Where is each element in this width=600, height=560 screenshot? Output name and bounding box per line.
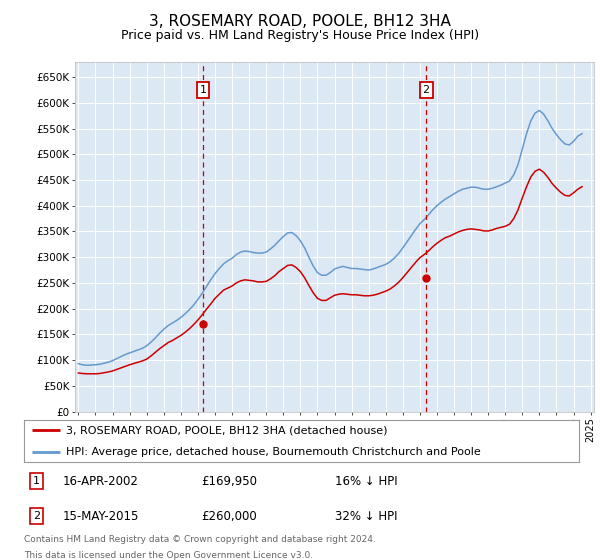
Text: Price paid vs. HM Land Registry's House Price Index (HPI): Price paid vs. HM Land Registry's House … (121, 29, 479, 42)
Text: This data is licensed under the Open Government Licence v3.0.: This data is licensed under the Open Gov… (24, 551, 313, 560)
Text: £260,000: £260,000 (202, 510, 257, 523)
Text: 1: 1 (199, 85, 206, 95)
Text: HPI: Average price, detached house, Bournemouth Christchurch and Poole: HPI: Average price, detached house, Bour… (65, 447, 481, 457)
Text: 16% ↓ HPI: 16% ↓ HPI (335, 474, 397, 488)
Text: £169,950: £169,950 (202, 474, 257, 488)
Text: 2: 2 (422, 85, 430, 95)
Text: 2: 2 (32, 511, 40, 521)
Text: 32% ↓ HPI: 32% ↓ HPI (335, 510, 397, 523)
Text: 3, ROSEMARY ROAD, POOLE, BH12 3HA (detached house): 3, ROSEMARY ROAD, POOLE, BH12 3HA (detac… (65, 425, 387, 435)
Text: 16-APR-2002: 16-APR-2002 (63, 474, 139, 488)
Text: 3, ROSEMARY ROAD, POOLE, BH12 3HA: 3, ROSEMARY ROAD, POOLE, BH12 3HA (149, 14, 451, 29)
Text: 1: 1 (33, 476, 40, 486)
Text: Contains HM Land Registry data © Crown copyright and database right 2024.: Contains HM Land Registry data © Crown c… (24, 535, 376, 544)
Text: 15-MAY-2015: 15-MAY-2015 (63, 510, 139, 523)
